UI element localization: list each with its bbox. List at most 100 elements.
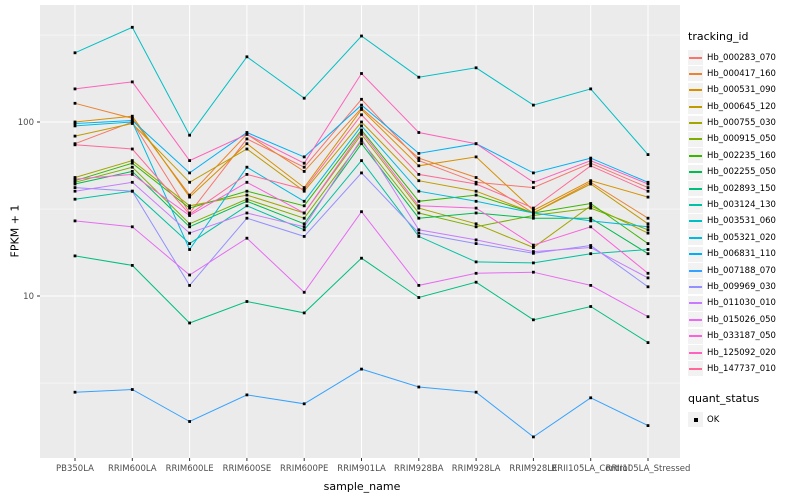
data-point (302, 155, 306, 159)
legend-item: Hb_000531_090 (688, 82, 798, 98)
legend-key (688, 50, 703, 65)
data-point (360, 72, 363, 75)
data-point (302, 161, 306, 165)
legend-item: Hb_011030_010 (688, 295, 798, 311)
data-point (302, 235, 306, 238)
data-point (188, 321, 191, 325)
data-point (245, 204, 249, 208)
data-point (245, 165, 249, 169)
data-point (589, 396, 593, 400)
data-point (417, 204, 421, 208)
data-point (646, 195, 650, 199)
legend-item-label: Hb_009969_030 (707, 281, 776, 292)
legend-key (688, 412, 703, 428)
data-point (245, 211, 249, 215)
legend-item-label: Hb_007188_070 (707, 265, 776, 276)
data-point (73, 87, 77, 91)
data-point (474, 260, 478, 264)
data-point (188, 248, 191, 251)
data-point (245, 216, 249, 220)
data-point (589, 305, 593, 308)
data-point (589, 204, 593, 208)
data-point (360, 367, 363, 371)
data-point (130, 225, 134, 229)
data-point (417, 211, 421, 215)
data-point (73, 180, 77, 184)
data-point (417, 75, 421, 79)
x-tick-label: RRIM928BA (394, 464, 444, 474)
data-point (417, 199, 421, 203)
data-point (130, 119, 134, 122)
data-point (474, 199, 478, 203)
data-point (73, 254, 77, 258)
data-point (73, 197, 77, 201)
data-point (474, 182, 478, 186)
data-point (188, 284, 191, 287)
data-point (417, 173, 421, 176)
legend-item-label: Hb_002235_160 (707, 150, 776, 161)
data-point (73, 186, 77, 189)
legend-key (688, 197, 703, 213)
legend-item: Hb_003124_130 (688, 197, 798, 213)
data-point (589, 182, 593, 186)
data-point (130, 165, 134, 169)
data-point (188, 171, 191, 175)
data-point (188, 231, 191, 235)
legend-item: Hb_002235_160 (688, 148, 798, 164)
data-point (646, 242, 650, 245)
legend-item-label: Hb_002255_050 (707, 167, 776, 178)
data-point (532, 251, 535, 255)
data-point (73, 390, 77, 394)
data-point (474, 66, 478, 70)
data-point (417, 152, 421, 155)
data-point (73, 124, 77, 128)
legend-item: Hb_002893_150 (688, 181, 798, 197)
data-point (73, 122, 77, 125)
data-point (474, 155, 478, 159)
data-point (417, 189, 421, 193)
legend-item: Hb_006831_110 (688, 246, 798, 262)
legend-line-swatch (689, 204, 702, 207)
legend-item-label: Hb_000283_070 (707, 52, 776, 63)
legend-item-label: Hb_011030_010 (707, 298, 776, 309)
data-point (532, 103, 535, 107)
legend-item-label: Hb_006831_110 (707, 249, 776, 260)
data-point (130, 25, 134, 29)
data-point (302, 222, 306, 226)
legend-item-label: Hb_000755_030 (707, 118, 776, 129)
legend-key (688, 295, 703, 311)
legend-line-swatch (689, 187, 702, 190)
data-point (417, 231, 421, 235)
legend-item: Hb_000915_050 (688, 131, 798, 147)
data-point (474, 211, 478, 215)
data-point (474, 142, 478, 146)
legend-line-swatch (689, 56, 702, 59)
data-point (589, 252, 593, 256)
legend-line-swatch (689, 72, 702, 75)
data-point (417, 228, 421, 232)
data-point (646, 180, 650, 184)
data-point (130, 147, 134, 151)
legend-item-label: OK (707, 414, 720, 425)
data-point (532, 211, 535, 215)
legend-key (688, 82, 703, 98)
data-point (532, 261, 535, 265)
data-point (302, 188, 306, 191)
data-point (188, 206, 191, 210)
legend-key (688, 312, 703, 328)
data-point (245, 236, 249, 240)
data-point (302, 225, 306, 229)
data-point (532, 318, 535, 322)
data-point (245, 55, 249, 59)
data-point (646, 285, 650, 289)
data-point (646, 216, 650, 220)
data-point (188, 420, 191, 423)
data-point (73, 134, 77, 138)
data-point (360, 159, 363, 162)
data-point (646, 182, 650, 186)
legend-key (688, 328, 703, 344)
x-tick-label: RRIM600PE (280, 464, 328, 474)
x-tick-label: RRII105LA_Control (551, 464, 630, 474)
legend-shape-items: OK (688, 412, 798, 428)
